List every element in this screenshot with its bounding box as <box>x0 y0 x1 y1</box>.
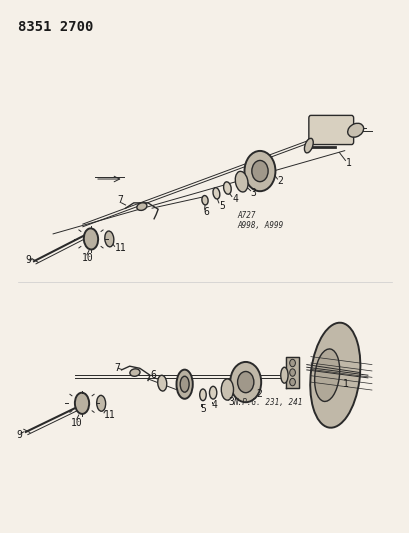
Ellipse shape <box>97 395 106 411</box>
Ellipse shape <box>310 322 360 427</box>
Text: 9: 9 <box>25 255 31 265</box>
Ellipse shape <box>83 228 98 249</box>
Text: 6: 6 <box>150 370 155 380</box>
Text: 9: 9 <box>17 430 22 440</box>
Circle shape <box>230 362 261 402</box>
Text: N.P.G. 231, 241: N.P.G. 231, 241 <box>233 398 302 407</box>
Circle shape <box>244 151 275 191</box>
Text: 7: 7 <box>117 195 123 205</box>
Polygon shape <box>286 357 298 389</box>
Circle shape <box>251 160 267 182</box>
Ellipse shape <box>75 393 89 414</box>
Text: 7: 7 <box>115 364 120 373</box>
Circle shape <box>289 369 294 376</box>
Text: A727
A998, A999: A727 A998, A999 <box>237 211 283 230</box>
Ellipse shape <box>180 376 189 392</box>
Ellipse shape <box>212 188 219 199</box>
Text: 10: 10 <box>70 418 82 428</box>
Text: 5: 5 <box>200 403 205 414</box>
Ellipse shape <box>176 369 192 399</box>
Text: 4: 4 <box>211 400 217 410</box>
Text: 5: 5 <box>219 200 225 211</box>
Ellipse shape <box>223 182 231 194</box>
Ellipse shape <box>137 203 146 211</box>
Ellipse shape <box>235 171 247 192</box>
Text: 10: 10 <box>82 253 94 263</box>
Ellipse shape <box>199 389 206 401</box>
FancyBboxPatch shape <box>308 115 353 144</box>
Text: 6: 6 <box>203 207 209 217</box>
Ellipse shape <box>280 367 288 383</box>
Ellipse shape <box>157 375 166 391</box>
Text: 1: 1 <box>345 158 351 168</box>
Ellipse shape <box>347 123 363 137</box>
Text: 4: 4 <box>232 194 238 204</box>
Ellipse shape <box>304 139 312 153</box>
Ellipse shape <box>209 386 216 399</box>
Text: 2: 2 <box>255 389 261 399</box>
Ellipse shape <box>201 196 208 205</box>
Circle shape <box>289 359 294 367</box>
Ellipse shape <box>314 349 339 401</box>
Ellipse shape <box>221 379 233 400</box>
Circle shape <box>237 372 253 393</box>
Text: 11: 11 <box>104 410 115 420</box>
Text: 8351 2700: 8351 2700 <box>18 20 93 34</box>
Ellipse shape <box>105 231 114 247</box>
Circle shape <box>289 378 294 386</box>
Text: 3: 3 <box>228 397 234 407</box>
Ellipse shape <box>130 369 140 376</box>
Text: 2: 2 <box>277 175 283 185</box>
Text: 11: 11 <box>115 243 126 253</box>
Text: 1: 1 <box>342 379 348 389</box>
Text: 3: 3 <box>250 188 256 198</box>
